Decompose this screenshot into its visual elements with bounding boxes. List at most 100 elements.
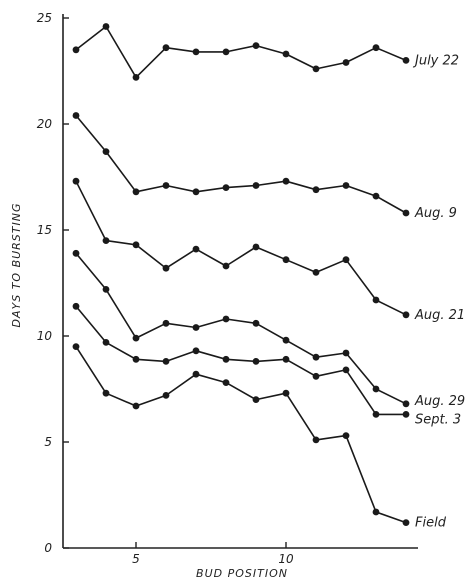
ticks: 0 5 10 15 20 25 5 10: [37, 11, 294, 566]
data-point-0-2: [132, 74, 140, 81]
y-tick-label-15: 15: [37, 223, 52, 237]
data-point-3-11: [402, 400, 410, 408]
data-point-1-8: [312, 186, 320, 194]
data-point-1-3: [162, 182, 170, 189]
data-point-2-5: [222, 262, 230, 270]
data-point-3-7: [282, 336, 290, 344]
data-point-2-0: [72, 177, 80, 185]
data-point-5-0: [72, 343, 80, 350]
data-point-2-3: [162, 264, 170, 272]
data-point-2-8: [312, 269, 320, 276]
data-point-0-7: [282, 50, 290, 58]
series-label-4: Sept. 3: [415, 412, 461, 427]
data-point-5-2: [132, 402, 140, 410]
data-point-2-7: [282, 256, 290, 264]
data-point-5-9: [342, 432, 350, 439]
data-point-3-4: [192, 324, 200, 331]
data-point-1-10: [372, 192, 380, 200]
series-label-3: Aug. 29: [414, 394, 465, 409]
series-labels: July 22 Aug. 9 Aug. 21 Aug. 29 Sept. 3 Field: [412, 53, 465, 530]
data-point-3-0: [72, 249, 80, 257]
data-point-5-5: [222, 379, 230, 386]
x-tick-label-5: 5: [132, 552, 140, 566]
data-point-3-8: [312, 353, 320, 361]
data-point-4-10: [372, 411, 380, 418]
data-point-2-1: [102, 237, 110, 245]
series-label-1: Aug. 9: [414, 206, 457, 221]
data-point-1-5: [222, 184, 230, 192]
data-point-5-3: [162, 392, 170, 399]
data-point-4-0: [72, 302, 80, 310]
axes: [62, 14, 418, 549]
data-point-4-6: [252, 358, 260, 365]
series-line-3: [75, 252, 407, 405]
data-point-5-6: [252, 396, 260, 403]
series-label-2: Aug. 21: [414, 308, 465, 323]
data-point-3-5: [222, 315, 230, 323]
data-point-2-10: [372, 296, 380, 304]
series-line-4: [75, 305, 406, 416]
data-point-2-6: [252, 243, 260, 251]
data-point-3-6: [252, 319, 260, 327]
data-point-0-1: [102, 23, 110, 30]
data-point-4-9: [342, 366, 350, 374]
data-point-0-6: [252, 42, 260, 49]
data-point-0-4: [192, 48, 200, 56]
data-point-4-3: [162, 358, 170, 365]
series-line-2: [75, 180, 407, 316]
data-point-1-11: [402, 209, 410, 217]
data-point-1-7: [282, 177, 290, 185]
data-point-5-7: [282, 389, 290, 397]
data-point-4-7: [282, 355, 290, 363]
data-point-5-8: [312, 436, 320, 444]
data-point-1-0: [72, 112, 80, 119]
data-point-1-6: [252, 182, 260, 189]
data-point-5-1: [102, 389, 110, 397]
series-line-1: [75, 114, 407, 214]
data-point-0-0: [72, 46, 80, 54]
series-lines: [75, 25, 407, 524]
data-point-5-4: [192, 370, 200, 378]
data-point-1-4: [192, 188, 200, 196]
data-point-2-4: [192, 245, 200, 253]
data-point-3-3: [162, 319, 170, 327]
y-tick-label-5: 5: [44, 435, 52, 449]
data-point-3-1: [102, 286, 110, 293]
series-line-5: [75, 346, 407, 524]
y-tick-label-0: 0: [44, 541, 52, 555]
x-axis-label: BUD POSITION: [196, 567, 288, 580]
series-label-0: July 22: [412, 53, 459, 68]
series-label-5: Field: [415, 516, 447, 531]
x-tick-label-10: 10: [278, 552, 294, 566]
data-point-0-8: [312, 65, 320, 73]
data-point-1-2: [132, 188, 140, 196]
data-point-4-11: [402, 411, 410, 418]
data-point-4-2: [132, 355, 140, 363]
data-point-1-1: [102, 148, 110, 156]
y-tick-label-20: 20: [37, 117, 53, 131]
data-point-3-2: [132, 334, 140, 342]
data-point-2-9: [342, 256, 350, 264]
data-point-4-5: [222, 355, 230, 363]
data-points: [72, 23, 410, 526]
data-point-3-10: [372, 385, 380, 393]
data-point-2-11: [402, 311, 410, 319]
data-point-4-1: [102, 339, 110, 346]
y-axis-label: DAYS TO BURSTING: [10, 202, 23, 327]
data-point-5-11: [402, 519, 410, 526]
data-point-1-9: [342, 182, 350, 189]
data-point-0-11: [402, 57, 410, 64]
data-point-2-2: [132, 241, 140, 249]
data-point-3-9: [342, 349, 350, 357]
data-point-5-10: [372, 508, 380, 516]
data-point-0-3: [162, 44, 170, 52]
y-tick-label-10: 10: [37, 329, 53, 343]
data-point-0-9: [342, 59, 350, 66]
data-point-0-10: [372, 44, 380, 52]
series-line-0: [75, 25, 407, 79]
data-point-0-5: [222, 48, 230, 56]
y-tick-label-25: 25: [37, 11, 52, 25]
data-point-4-8: [312, 372, 320, 380]
data-point-4-4: [192, 347, 200, 355]
